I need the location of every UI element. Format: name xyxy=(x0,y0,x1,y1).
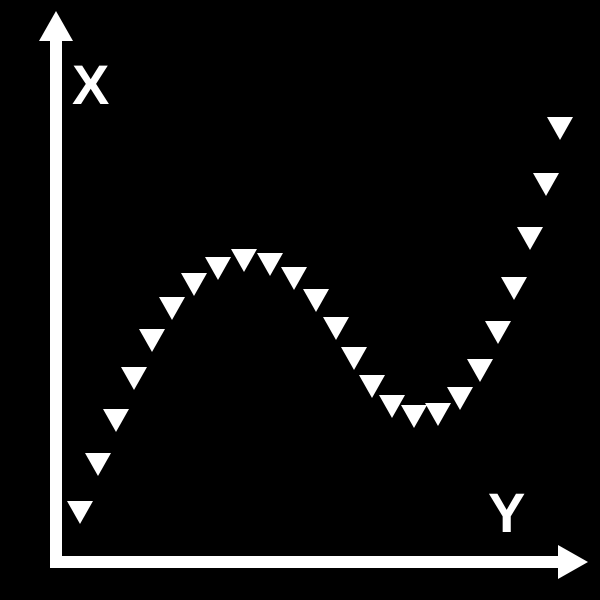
data-marker xyxy=(257,253,283,276)
data-marker xyxy=(467,359,493,382)
data-marker xyxy=(533,173,559,196)
chart-canvas: X Y xyxy=(0,0,600,600)
data-marker xyxy=(447,387,473,410)
data-marker xyxy=(121,367,147,390)
data-marker xyxy=(517,227,543,250)
data-marker xyxy=(103,409,129,432)
data-marker xyxy=(547,117,573,140)
axis-label-y: Y xyxy=(488,480,525,545)
data-marker xyxy=(341,347,367,370)
y-axis-arrowhead xyxy=(39,11,73,41)
data-marker xyxy=(85,453,111,476)
x-axis-line xyxy=(50,556,570,568)
data-marker xyxy=(303,289,329,312)
data-marker xyxy=(181,273,207,296)
data-marker xyxy=(231,249,257,272)
data-marker xyxy=(485,321,511,344)
x-axis-arrowhead xyxy=(558,545,588,579)
data-marker xyxy=(205,257,231,280)
data-marker xyxy=(401,405,427,428)
y-axis-line xyxy=(50,30,62,562)
data-marker xyxy=(159,297,185,320)
data-marker xyxy=(67,501,93,524)
axis-label-x: X xyxy=(72,52,109,117)
data-marker xyxy=(323,317,349,340)
data-marker xyxy=(139,329,165,352)
data-marker xyxy=(501,277,527,300)
data-marker xyxy=(281,267,307,290)
